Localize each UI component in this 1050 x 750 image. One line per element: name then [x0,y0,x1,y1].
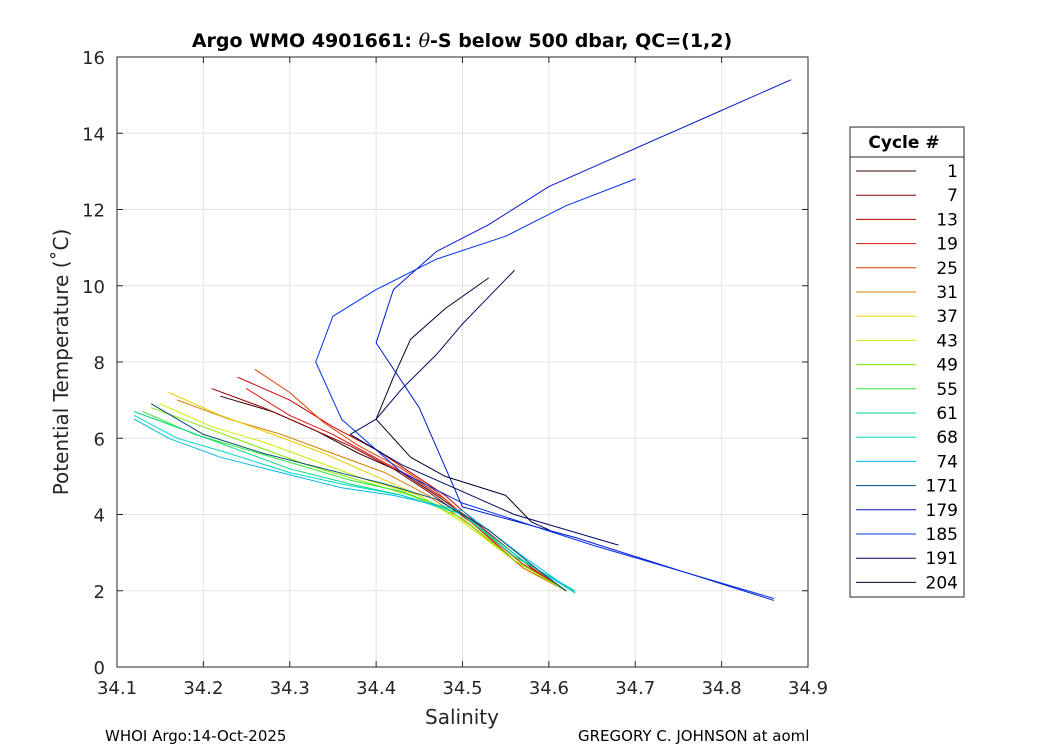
x-tick-label: 34.3 [270,678,310,699]
legend-label: 179 [926,501,958,521]
legend-label: 43 [936,331,958,351]
x-tick-label: 34.5 [442,678,482,699]
legend-label: 191 [926,549,958,569]
series-line-cycle-185 [315,178,774,599]
chart-title: Argo WMO 4901661: θ-S below 500 dbar, QC… [192,30,732,52]
legend-label: 1 [947,162,958,182]
x-tick-label: 34.4 [356,678,396,699]
x-axis-label: Salinity [425,705,499,729]
y-tick-label: 2 [94,582,105,603]
x-tick-label: 34.8 [702,678,742,699]
y-tick-label: 10 [82,277,105,298]
legend-label: 7 [947,186,958,206]
x-tick-label: 34.9 [788,678,828,699]
legend-label: 74 [936,452,958,472]
legend: Cycle # 1 7 13 19 25 31 37 43 49 55 61 68 74 171 179 18… [849,126,965,598]
legend-label: 37 [936,307,958,327]
y-tick-label: 0 [94,658,105,679]
y-tick-label: 14 [82,124,105,145]
legend-label: 61 [936,404,958,424]
legend-entries: 1 7 13 19 25 31 37 43 49 55 61 68 74 171 179 185 191 204 [856,162,958,593]
legend-label: 25 [936,259,958,279]
series-line-cycle-61 [133,411,576,592]
footer-left: WHOI Argo:14-Oct-2025 [105,727,286,745]
legend-label: 13 [936,210,958,230]
y-tick-label: 8 [94,353,105,374]
series-line-cycle-68 [133,414,576,594]
title-theta: θ [419,30,431,52]
legend-label: 49 [936,356,958,376]
title-prefix: Argo WMO 4901661: [192,30,419,52]
y-tick-label: 4 [94,506,105,527]
series-line-cycle-204 [375,277,550,531]
x-tick-label: 34.6 [529,678,569,699]
y-axis-label: Potential Temperature (˚C) [49,229,73,496]
legend-label: 171 [926,477,958,497]
legend-label: 55 [936,380,958,400]
legend-label: 31 [936,283,958,303]
legend-label: 68 [936,428,958,448]
series-line-cycle-25 [254,369,567,592]
y-tick-label: 6 [94,429,105,450]
title-suffix: -S below 500 dbar, QC=(1,2) [430,30,732,52]
legend-title: Cycle # [868,133,939,153]
footer-right: GREGORY C. JOHNSON at aoml [578,727,809,745]
y-tick-label: 16 [82,48,105,69]
x-tick-label: 34.2 [183,678,223,699]
legend-label: 204 [926,573,958,593]
series-line-cycle-49 [151,407,567,592]
series-line-cycle-171 [151,403,567,592]
legend-label: 19 [936,235,958,255]
grid [117,57,808,667]
axis-ticks: 34.1 34.2 34.3 34.4 34.5 34.6 34.7 34.8 34.9 0 2 4 6… [82,48,828,699]
x-tick-label: 34.1 [97,678,137,699]
series-line-cycle-43 [159,403,567,592]
legend-label: 185 [926,525,958,545]
legend-box [849,126,965,598]
x-tick-label: 34.7 [615,678,655,699]
series-layer [133,79,792,601]
y-tick-label: 12 [82,201,105,222]
